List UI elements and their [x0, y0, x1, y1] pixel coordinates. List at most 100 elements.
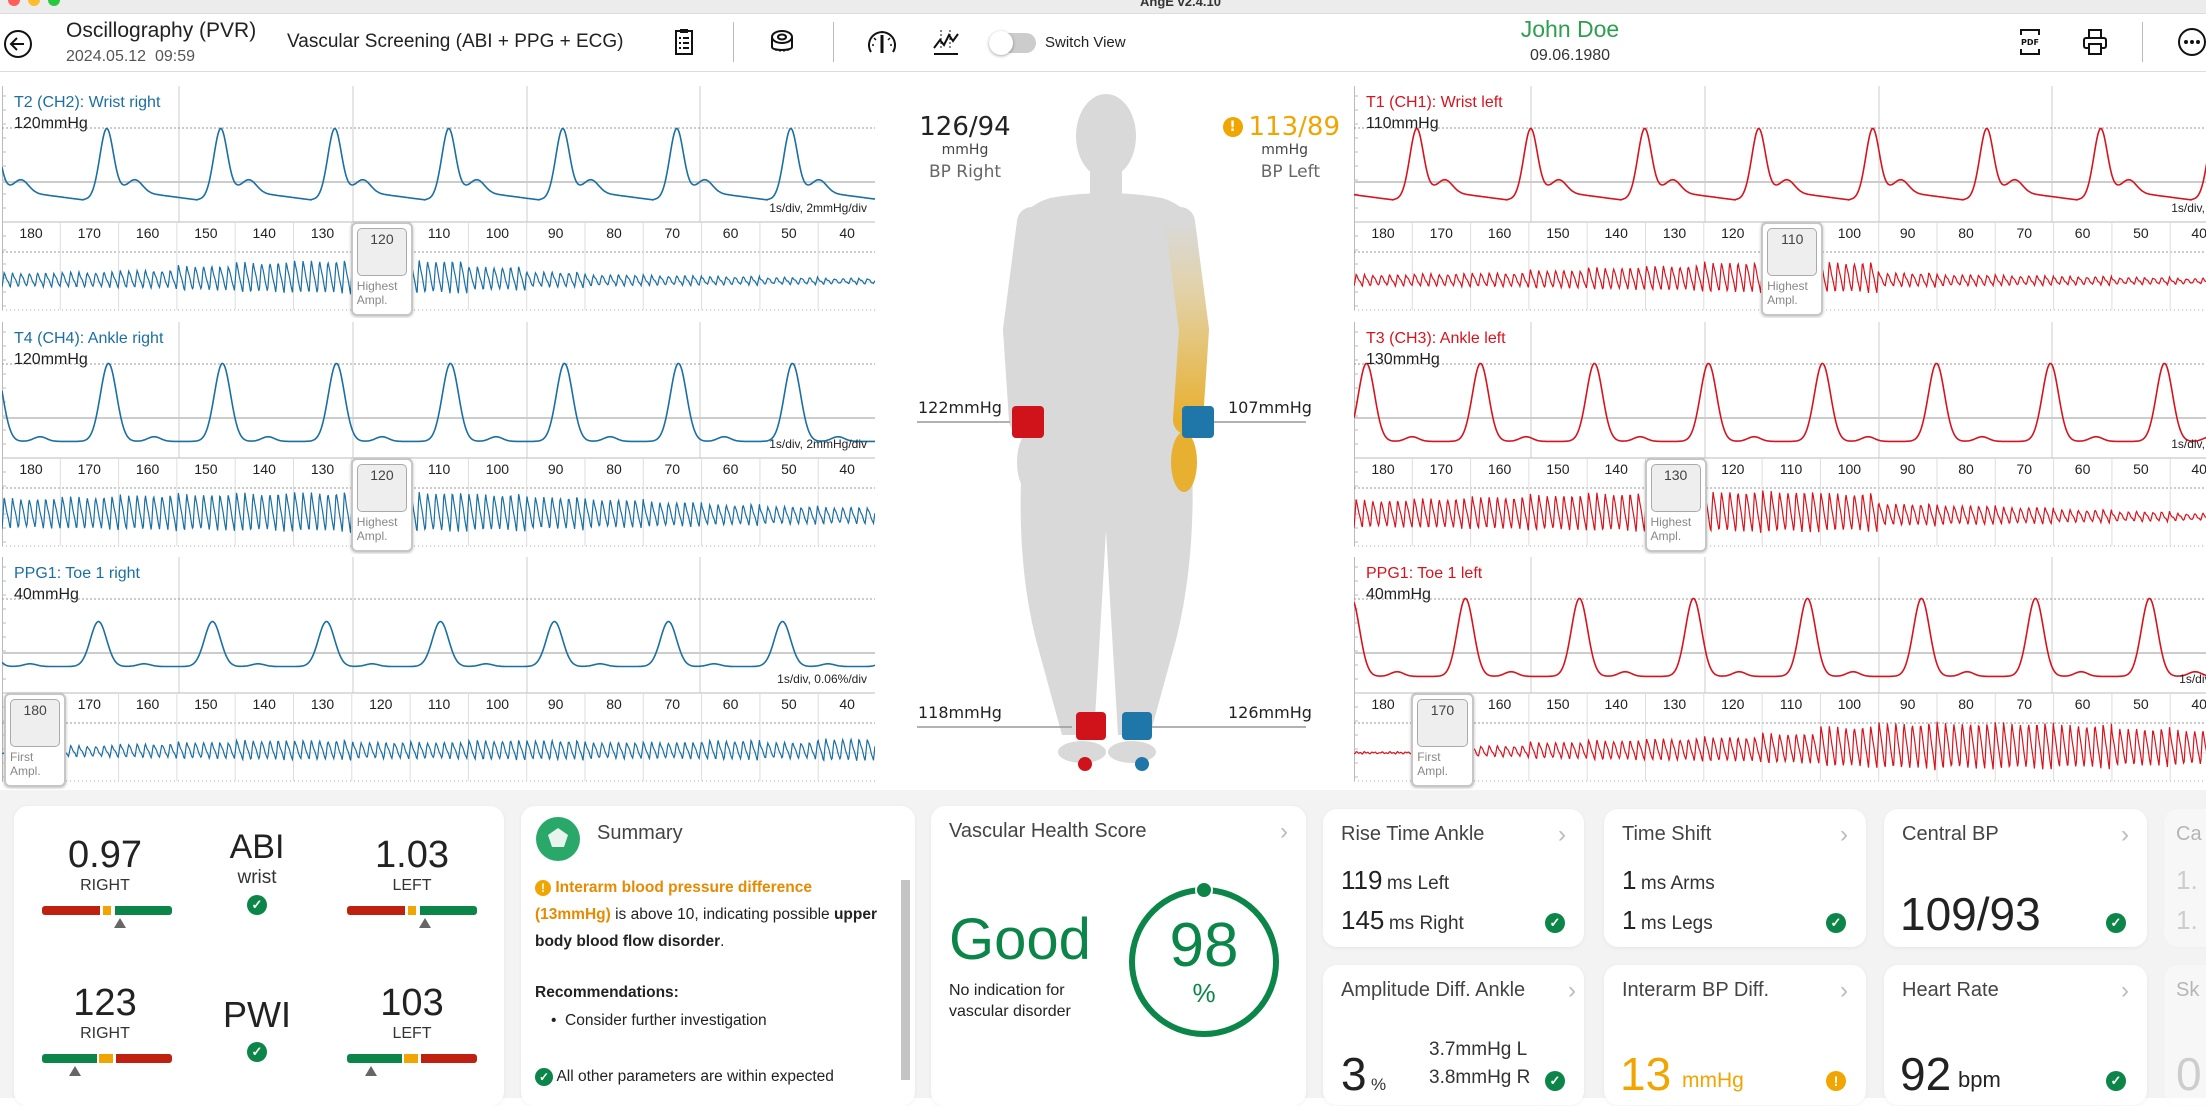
chevron-right-icon: › [2121, 977, 2129, 1004]
cuff-icon[interactable] [766, 26, 798, 58]
cuff-pressure-tick: 140 [252, 696, 276, 712]
cuff-pressure-tick: 60 [722, 225, 739, 241]
cuff-pressure-tick: 150 [1546, 461, 1570, 477]
more-icon[interactable] [2176, 26, 2206, 58]
cuff-pressure-tick: 140 [252, 461, 276, 477]
panel-title: T2 (CH2): Wrist right [14, 94, 161, 111]
check-icon: ✓ [1545, 1071, 1565, 1091]
toe-right-sensor[interactable] [1078, 757, 1092, 771]
divider [733, 22, 734, 62]
cuff-pressure-tick: 140 [252, 225, 276, 241]
chevron-right-icon: › [2121, 821, 2129, 848]
amplitude-marker[interactable]: 130 Highest Ampl. [1644, 458, 1707, 552]
bp-left-label: BP Left [1260, 162, 1320, 182]
amplitude-marker[interactable]: 120 Highest Ampl. [350, 222, 414, 316]
window-title: AngE v2.4.10 [1140, 0, 1221, 9]
summary-scrollbar[interactable] [901, 880, 910, 1080]
cuff-pressure-tick: 80 [1958, 225, 1974, 241]
cuff-pressure-tick: 60 [722, 696, 739, 712]
ankle-right-cuff[interactable] [1076, 712, 1106, 740]
cuff-pressure-tick: 80 [606, 225, 622, 241]
cuff-pressure-tick: 60 [2074, 461, 2091, 477]
amplitude-marker[interactable]: 170 First Ampl. [1411, 693, 1474, 787]
cuff-pressure-tick: 40 [2191, 225, 2206, 241]
cuff-pressure-tick: 70 [2016, 225, 2033, 241]
scale-label: 1s/div, 2mmHg/div [2171, 201, 2206, 215]
divider [833, 22, 834, 62]
waveform-panel-left-1[interactable]: T4 (CH4): Ankle right 120mmHg 1s/div, 2mmH… [2, 322, 875, 554]
waveform-canvas [2, 322, 875, 547]
exam-type: Vascular Screening (ABI + PPG + ECG) [287, 31, 624, 52]
warning-highlight: Interarm blood pressure difference (13mm… [535, 879, 812, 923]
faded-card-top[interactable]: Ca 1. 1. [2164, 809, 2206, 947]
zoom-window-button[interactable] [48, 0, 60, 6]
cuff-pressure-tick: 40 [2191, 461, 2206, 477]
amplitude-marker[interactable]: 110 Highest Ampl. [1761, 222, 1824, 316]
cuff-pressure-tick: 160 [135, 461, 160, 477]
rise-time-card[interactable]: Rise Time Ankle › 119 ms Left 145 ms Rig… [1323, 809, 1584, 947]
pressure-label: 130mmHg [1366, 351, 1440, 368]
heart-rate-card[interactable]: Heart Rate › 92 bpm ✓ [1884, 965, 2147, 1105]
waveform-panel-right-2[interactable]: PPG1: Toe 1 left 40mmHg 1s/div, 0.06%/div 1… [1354, 557, 2206, 789]
abi-right: 0.97 RIGHT [30, 834, 180, 895]
wrist-left-cuff[interactable] [1182, 406, 1214, 438]
toe-left-sensor[interactable] [1135, 757, 1149, 771]
cuff-pressure-tick: 170 [77, 696, 101, 712]
waveform-panel-right-0[interactable]: T1 (CH1): Wrist left 110mmHg 1s/div, 2mmHg… [1354, 86, 2206, 318]
cuff-pressure-tick: 100 [485, 461, 510, 477]
waveform-panel-left-2[interactable]: PPG1: Toe 1 right 40mmHg 1s/div, 0.06%/div… [2, 557, 875, 789]
chevron-right-icon: › [1568, 977, 1576, 1004]
close-window-button[interactable] [8, 0, 20, 6]
rise-time-title: Rise Time Ankle [1341, 823, 1485, 845]
pressure-label: 110mmHg [1366, 115, 1439, 132]
cuff-pressure-tick: 60 [722, 461, 739, 477]
cuff-pressure-tick: 150 [1546, 696, 1570, 712]
cuff-pressure-tick: 60 [2074, 696, 2091, 712]
wrist-right-cuff[interactable] [1012, 406, 1044, 438]
minimize-window-button[interactable] [28, 0, 40, 6]
chart-icon[interactable] [930, 26, 962, 58]
amplitude-unit: % [1371, 1075, 1387, 1094]
bp-left: ! 113/89 mmHg BP Left [1190, 112, 1340, 182]
waveform-panel-left-0[interactable]: T2 (CH2): Wrist right 120mmHg 1s/div, 2mmH… [2, 86, 875, 318]
amplitude-marker[interactable]: 120 Highest Ampl. [350, 458, 414, 552]
summary-ok-text: All other parameters are within expected [556, 1068, 834, 1085]
panel-title: PPG1: Toe 1 left [1366, 565, 1483, 582]
cuff-pressure-tick: 90 [1899, 461, 1916, 477]
printer-icon[interactable] [2079, 26, 2111, 58]
central-bp-card[interactable]: Central BP › 109/93 ✓ [1884, 809, 2147, 947]
amplitude-diff-card[interactable]: Amplitude Diff. Ankle › 3 % 3.7mmHg L 3.… [1323, 965, 1584, 1105]
cuff-pressure-tick: 70 [664, 696, 681, 712]
check-icon: ✓ [247, 895, 267, 915]
amplitude-marker[interactable]: 180 First Ampl. [4, 693, 67, 787]
heart-rate-title: Heart Rate [1902, 979, 1999, 1001]
ankle-left-cuff[interactable] [1122, 712, 1152, 740]
rise-time-right: 145 ms Right [1341, 905, 1464, 936]
panel-title: T1 (CH1): Wrist left [1366, 94, 1503, 111]
time-shift-card[interactable]: Time Shift › 1 ms Arms 1 ms Legs ✓ [1604, 809, 1866, 947]
marker-label: Highest Ampl. [356, 279, 398, 307]
interarm-bp-card[interactable]: Interarm BP Diff. › 13 mmHg ! [1604, 965, 1866, 1105]
summary-title: Summary [597, 822, 683, 844]
clipboard-icon[interactable] [668, 26, 700, 58]
cuff-pressure-tick: 80 [1958, 696, 1974, 712]
amplitude-right: 3.8mmHg R [1429, 1067, 1531, 1088]
pdf-icon[interactable]: PDF [2014, 26, 2046, 58]
faded-card-bottom[interactable]: Sk 0 [2164, 965, 2206, 1105]
switch-view-toggle[interactable] [989, 31, 1036, 55]
vascular-health-score-card[interactable]: Vascular Health Score › Good No indicati… [931, 806, 1306, 1106]
pwi-right: 123 RIGHT [30, 982, 180, 1043]
cuff-pressure-tick: 70 [664, 461, 681, 477]
gauge-icon[interactable] [866, 26, 898, 58]
cuff-pressure-tick: 170 [1429, 225, 1453, 241]
abi-pwi-card[interactable]: 0.97 RIGHT ABI wrist ✓ 1.03 LEFT 123 RIG… [14, 806, 504, 1106]
back-icon[interactable] [2, 28, 34, 60]
cuff-pressure-tick: 90 [1899, 696, 1916, 712]
waveform-panel-right-1[interactable]: T3 (CH3): Ankle left 130mmHg 1s/div, 2mmHg… [1354, 322, 2206, 554]
vhs-description-1: No indication for [949, 982, 1065, 999]
summary-ok: ✓ All other parameters are within expect… [535, 1068, 834, 1086]
pwi-right-value: 123 [73, 982, 137, 1024]
bp-right-label: BP Right [928, 162, 1002, 182]
cuff-pressure-tick: 100 [485, 696, 510, 712]
waveform-canvas [1354, 557, 2206, 782]
